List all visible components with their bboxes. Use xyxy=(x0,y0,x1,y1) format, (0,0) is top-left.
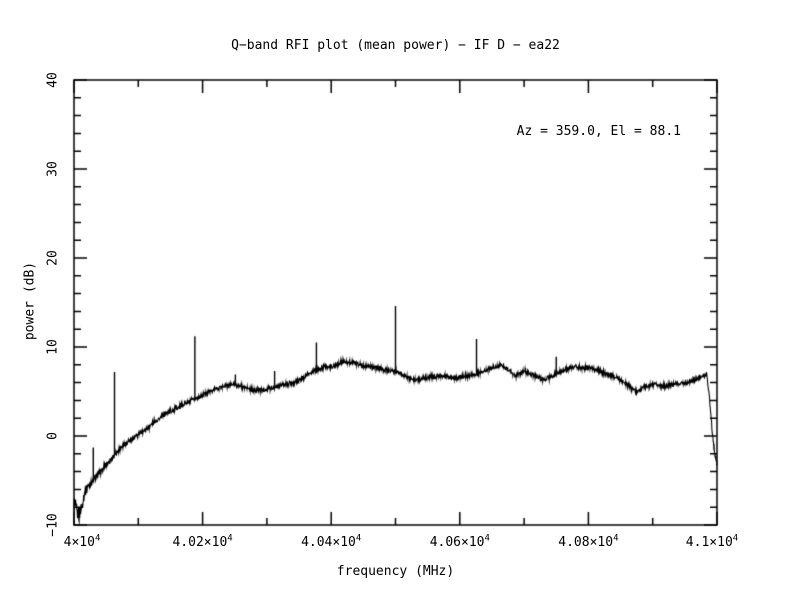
az-el-annotation: Az = 359.0, El = 88.1 xyxy=(516,124,681,139)
y-tick-label: 40 xyxy=(45,72,61,88)
x-tick-label: 4.02×104 xyxy=(172,533,233,550)
y-axis-label: power (dB) xyxy=(22,261,38,341)
x-tick-label: 4.1×104 xyxy=(685,533,739,550)
x-axis-label: frequency (MHz) xyxy=(336,564,455,579)
y-tick-label: −10 xyxy=(45,513,61,537)
x-tick-label: 4.08×104 xyxy=(558,533,619,550)
chart-title: Q−band RFI plot (mean power) − IF D − ea… xyxy=(231,38,560,53)
x-tick-label: 4.06×104 xyxy=(429,533,490,550)
y-tick-label: 30 xyxy=(45,161,61,177)
y-tick-label: 20 xyxy=(45,250,61,266)
x-tick-label: 4.04×104 xyxy=(301,533,362,550)
y-tick-label: 10 xyxy=(45,339,61,355)
y-tick-label: 0 xyxy=(45,432,61,440)
x-tick-label: 4×104 xyxy=(63,533,101,550)
